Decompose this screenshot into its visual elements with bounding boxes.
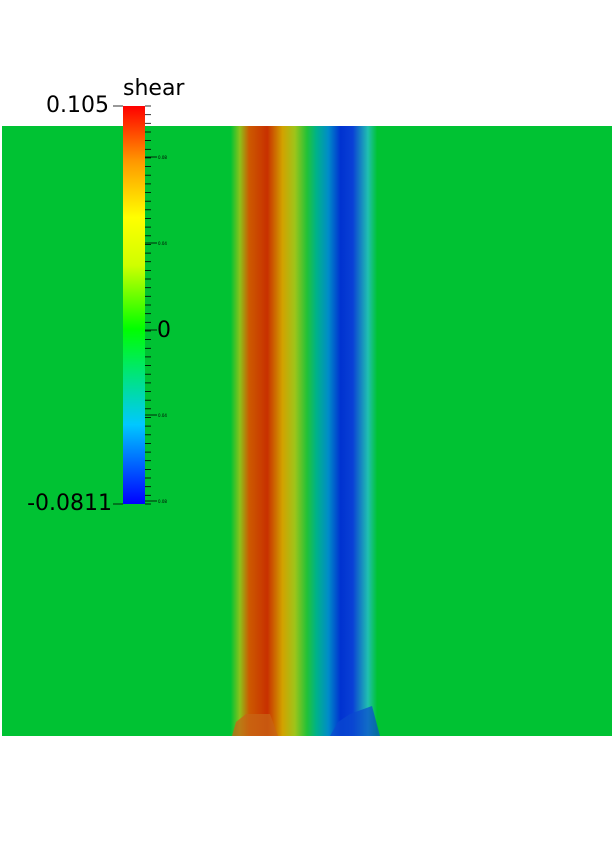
field-bottom-artifact-negative	[330, 706, 380, 736]
colorbar-gradient	[123, 106, 145, 504]
field-bottom-artifact-positive	[232, 714, 278, 736]
shear-field-area	[2, 126, 612, 736]
colorbar-max-label: 0.105	[46, 93, 109, 118]
colorbar	[113, 105, 157, 505]
colorbar-minor-label: 0.08	[158, 499, 167, 504]
colorbar-minor-label: 0.04	[158, 413, 167, 418]
colorbar-zero-label: 0	[157, 318, 171, 343]
colorbar-ticks	[113, 105, 157, 505]
colorbar-minor-label: 0.04	[158, 241, 167, 246]
colorbar-title: shear	[123, 76, 185, 101]
colorbar-min-label: -0.0811	[27, 491, 112, 516]
colorbar-minor-label: 0.08	[158, 155, 167, 160]
shear-field	[2, 126, 612, 736]
